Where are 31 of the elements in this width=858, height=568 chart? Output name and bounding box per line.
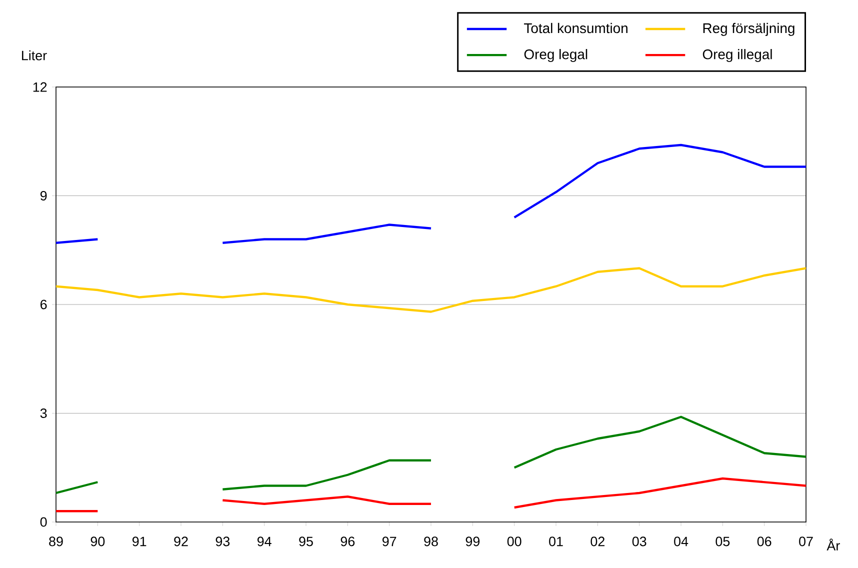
y-axis-title: Liter (22, 50, 47, 60)
legend-label: Oreg illegal (702, 49, 772, 62)
x-tick-label: 01 (549, 536, 563, 546)
y-tick-label: 0 (40, 517, 47, 527)
x-tick-label: 89 (49, 536, 63, 546)
legend-label: Oreg legal (524, 49, 588, 62)
x-tick-label: 94 (257, 536, 272, 546)
x-tick-label: 06 (757, 536, 772, 546)
x-tick-label: 03 (632, 536, 646, 546)
x-tick-label: 98 (424, 536, 438, 546)
y-tick-label: 3 (40, 408, 47, 418)
x-tick-label: 92 (174, 536, 188, 546)
x-tick-label: 02 (590, 536, 604, 546)
line-series (56, 267, 806, 313)
x-tick-label: 91 (132, 536, 146, 546)
x-tick-label: 99 (466, 536, 480, 546)
legend-label: Total konsumtion (524, 22, 628, 34)
x-tick-label: 95 (299, 536, 313, 546)
y-tick-label: 12 (33, 82, 47, 92)
y-tick-label: 6 (40, 300, 47, 310)
x-tick-label: 97 (382, 536, 396, 546)
x-tick-label: 96 (340, 536, 355, 546)
legend-label: Reg försäljning (703, 22, 794, 36)
x-tick-label: 07 (799, 536, 813, 546)
y-tick-label: 9 (40, 190, 47, 200)
x-axis-title: År (826, 538, 840, 550)
x-tick-label: 05 (716, 536, 730, 546)
x-tick-label: 04 (674, 536, 688, 546)
x-tick-label: 90 (90, 536, 105, 546)
x-tick-label: 93 (216, 536, 230, 546)
x-tick-label: 00 (507, 536, 522, 546)
